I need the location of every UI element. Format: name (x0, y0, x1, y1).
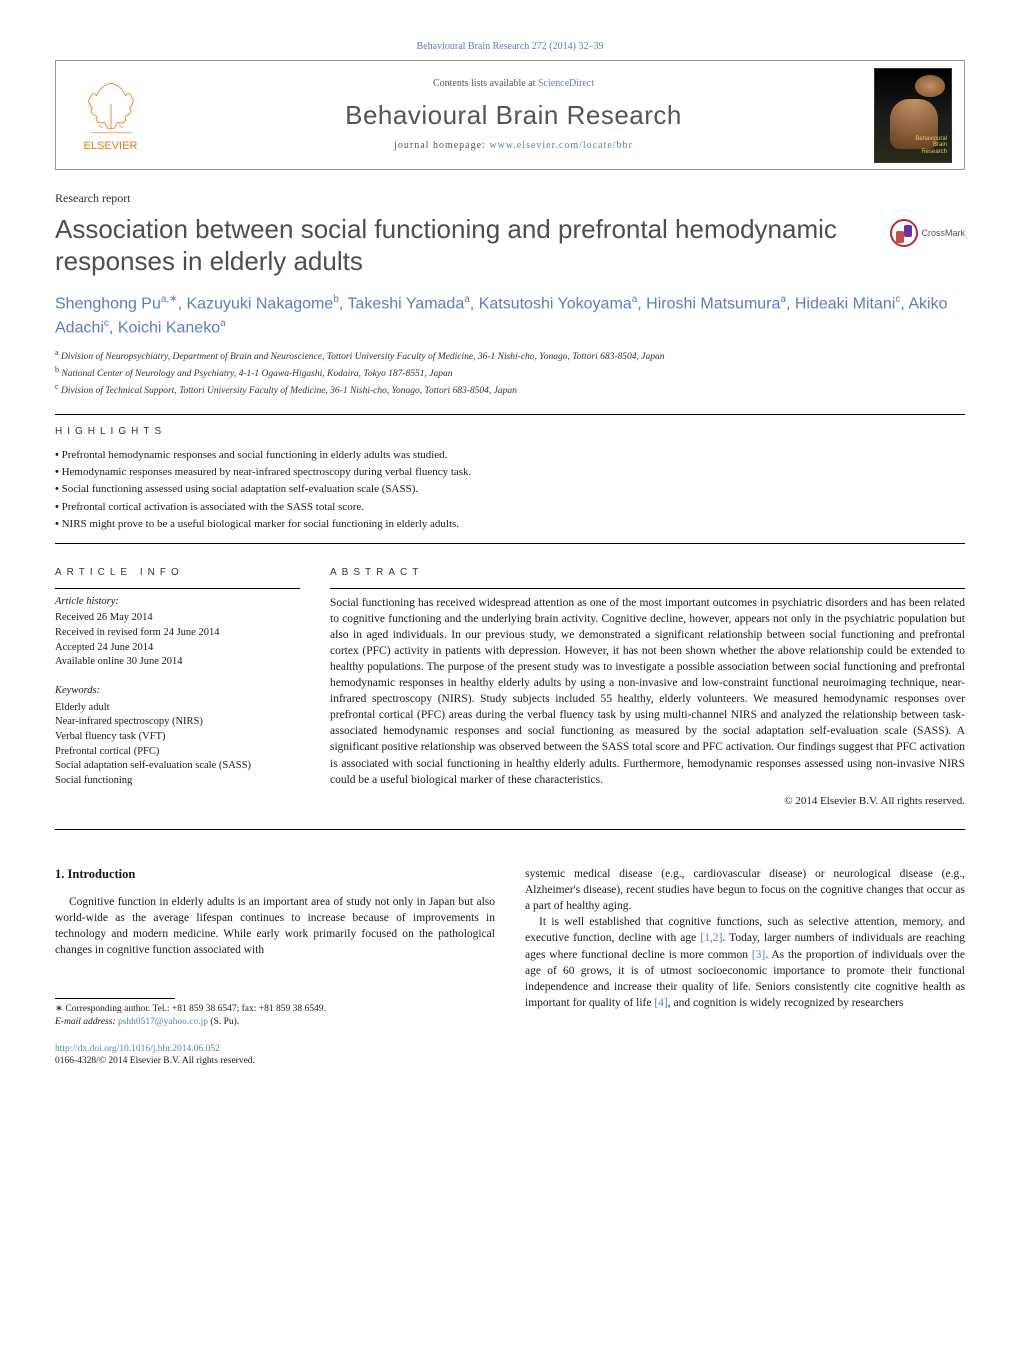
highlight-item: Hemodynamic responses measured by near-i… (55, 464, 965, 481)
elsevier-label: ELSEVIER (84, 139, 138, 154)
author-email-link[interactable]: pshh0517@yahoo.co.jp (118, 1017, 208, 1027)
intro-heading: 1. Introduction (55, 866, 495, 884)
journal-header: ELSEVIER Contents lists available at Sci… (55, 60, 965, 170)
affiliations: a Division of Neuropsychiatry, Departmen… (55, 348, 965, 398)
highlight-item: Social functioning assessed using social… (55, 481, 965, 498)
ref-link-4[interactable]: [4] (654, 997, 667, 1009)
sciencedirect-link[interactable]: ScienceDirect (538, 78, 594, 89)
article-title: Association between social functioning a… (55, 213, 880, 278)
intro-para-right-1: systemic medical disease (e.g., cardiova… (525, 866, 965, 914)
keyword-item: Social functioning (55, 774, 300, 789)
highlights-label: HIGHLIGHTS (55, 425, 965, 439)
abstract-copyright: © 2014 Elsevier B.V. All rights reserved… (330, 794, 965, 809)
ref-link-1-2[interactable]: [1,2] (700, 932, 722, 944)
affiliation-item: a Division of Neuropsychiatry, Departmen… (55, 348, 965, 364)
authors-list: Shenghong Pua,∗, Kazuyuki Nakagomeb, Tak… (55, 292, 965, 341)
journal-homepage: journal homepage: www.elsevier.com/locat… (153, 139, 874, 153)
highlight-item: Prefrontal cortical activation is associ… (55, 499, 965, 516)
citation-link[interactable]: Behavioural Brain Research 272 (2014) 32… (55, 40, 965, 54)
history-item: Received 26 May 2014 (55, 611, 300, 626)
affiliation-item: c Division of Technical Support, Tottori… (55, 382, 965, 398)
journal-name: Behavioural Brain Research (153, 97, 874, 133)
article-history-label: Article history: (55, 595, 300, 610)
elsevier-logo-block[interactable]: ELSEVIER (68, 75, 153, 154)
intro-para-left: Cognitive function in elderly adults is … (55, 894, 495, 958)
keyword-item: Elderly adult (55, 701, 300, 716)
abstract-text: Social functioning has received widespre… (330, 595, 965, 788)
highlights-list: Prefrontal hemodynamic responses and soc… (55, 447, 965, 532)
crossmark-label: CrossMark (921, 227, 965, 240)
keyword-item: Near-infrared spectroscopy (NIRS) (55, 715, 300, 730)
intro-para-right-2: It is well established that cognitive fu… (525, 914, 965, 1011)
journal-cover-thumb[interactable]: Behavioural Brain Research (874, 68, 952, 163)
highlight-item: NIRS might prove to be a useful biologic… (55, 516, 965, 533)
keyword-item: Social adaptation self-evaluation scale … (55, 759, 300, 774)
keyword-item: Verbal fluency task (VFT) (55, 730, 300, 745)
doi-link[interactable]: http://dx.doi.org/10.1016/j.bbr.2014.06.… (55, 1044, 220, 1054)
article-type: Research report (55, 190, 965, 207)
affiliation-item: b National Center of Neurology and Psych… (55, 365, 965, 381)
email-footnote: E-mail address: pshh0517@yahoo.co.jp (S.… (55, 1016, 495, 1029)
crossmark-icon (890, 219, 918, 247)
corresponding-author-footnote: ∗ Corresponding author. Tel.: +81 859 38… (55, 1003, 495, 1016)
history-item: Accepted 24 June 2014 (55, 641, 300, 656)
history-item: Available online 30 June 2014 (55, 655, 300, 670)
ref-link-3[interactable]: [3] (752, 949, 765, 961)
issn-copyright: 0166-4328/© 2014 Elsevier B.V. All right… (55, 1055, 495, 1067)
crossmark-badge[interactable]: CrossMark (890, 219, 965, 247)
article-info-label: ARTICLE INFO (55, 566, 300, 580)
abstract-label: ABSTRACT (330, 566, 965, 580)
contents-available: Contents lists available at ScienceDirec… (153, 77, 874, 91)
highlight-item: Prefrontal hemodynamic responses and soc… (55, 447, 965, 464)
keywords-label: Keywords: (55, 684, 300, 699)
keyword-item: Prefrontal cortical (PFC) (55, 745, 300, 760)
elsevier-tree-icon (80, 75, 142, 137)
history-item: Received in revised form 24 June 2014 (55, 626, 300, 641)
homepage-link[interactable]: www.elsevier.com/locate/bbr (489, 140, 633, 151)
